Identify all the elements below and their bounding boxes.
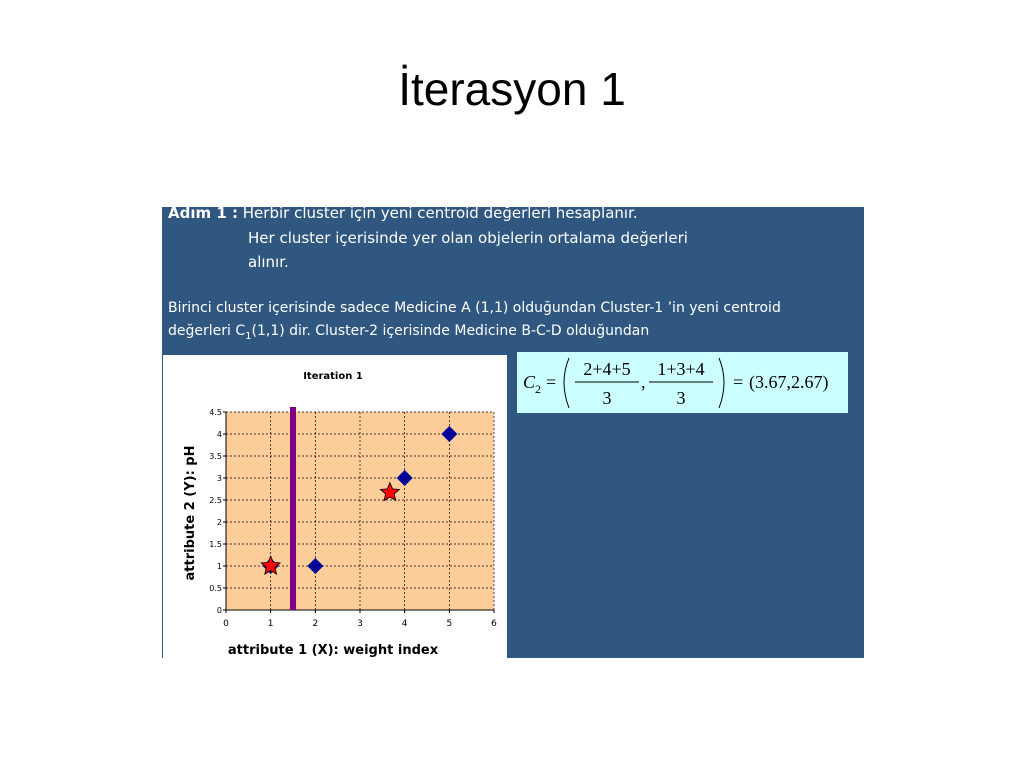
text: değerleri C <box>168 323 246 339</box>
formula-box: C 2 = 2+4+5 3 , 1+3+4 3 = (3.67,2.67) <box>517 352 848 413</box>
y-tick-label: 1.5 <box>209 540 222 549</box>
point <box>307 558 324 574</box>
y-tick-label: 1 <box>217 562 222 571</box>
formula-lhs: C <box>523 372 536 392</box>
x-tick-label: 6 <box>491 619 497 629</box>
x-tick-label: 0 <box>223 619 229 629</box>
formula-eq: = <box>733 372 743 392</box>
step-text: Her cluster içerisinde yer olan objeleri… <box>248 229 688 247</box>
content-image: Adım 1 : Herbir cluster için yeni centro… <box>162 207 864 658</box>
step-text: Herbir cluster için yeni centroid değerl… <box>242 207 638 222</box>
formula: C 2 = 2+4+5 3 , 1+3+4 3 = (3.67,2.67) <box>523 357 829 409</box>
y-tick-label: 4.5 <box>209 408 222 417</box>
formula-eq: = <box>546 372 556 392</box>
comma: , <box>641 372 646 392</box>
paren <box>718 357 725 409</box>
step-label: Adım 1 : <box>168 207 238 222</box>
formula-rhs: (3.67,2.67) <box>749 372 829 393</box>
chart-title: Iteration 1 <box>303 371 363 382</box>
x-tick-label: 1 <box>268 619 274 629</box>
slide-title: İterasyon 1 <box>398 63 626 115</box>
x-axis-label: attribute 1 (X): weight index <box>228 643 439 658</box>
formula-sub: 2 <box>535 382 541 396</box>
x-tick-label: 4 <box>402 619 408 629</box>
point <box>396 470 413 486</box>
x-tick-label: 2 <box>312 619 318 629</box>
paren <box>563 357 570 409</box>
chart: Iteration 1 attribute 1 (X): weight inde… <box>183 371 497 658</box>
centroid <box>379 481 401 502</box>
y-tick-label: 2.5 <box>209 496 222 505</box>
x-tick-label: 5 <box>446 619 452 629</box>
paragraph: değerleri C1(1,1) dir. Cluster-2 içerisi… <box>168 323 649 342</box>
step-line: Adım 1 : Herbir cluster için yeni centro… <box>168 207 638 222</box>
point <box>441 426 458 442</box>
y-tick-label: 3.5 <box>209 452 222 461</box>
y-axis-label: attribute 2 (Y): pH <box>183 446 198 581</box>
denominator: 3 <box>677 388 686 408</box>
y-tick-label: 0 <box>217 606 222 615</box>
centroid <box>260 554 282 575</box>
y-tick-label: 0.5 <box>209 584 222 593</box>
numerator: 1+3+4 <box>657 359 704 379</box>
y-tick-label: 2 <box>217 518 222 527</box>
x-tick-label: 3 <box>357 619 363 629</box>
text: (1,1) dir. Cluster-2 içerisinde Medicine… <box>251 323 650 339</box>
subscript: 1 <box>245 330 252 342</box>
denominator: 3 <box>603 388 612 408</box>
y-tick-label: 3 <box>217 474 222 483</box>
paragraph: Birinci cluster içerisinde sadece Medici… <box>168 300 781 316</box>
y-tick-label: 4 <box>217 430 222 439</box>
numerator: 2+4+5 <box>583 359 630 379</box>
step-text: alınır. <box>248 253 289 271</box>
chart-area: Iteration 1 attribute 1 (X): weight inde… <box>163 355 507 658</box>
